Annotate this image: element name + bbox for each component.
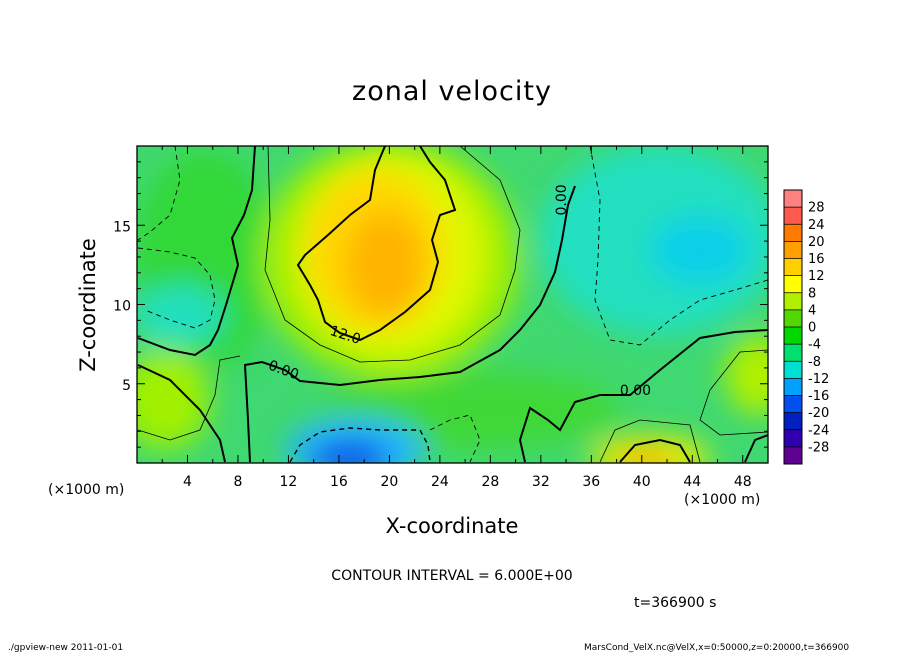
colorbar-label: -20 [808, 406, 829, 421]
y-tick-label: 10 [113, 299, 131, 315]
colorbar-label: 0 [808, 321, 816, 336]
x-tick-label: 36 [582, 474, 600, 490]
field-shading [137, 146, 768, 463]
colorbar-label: 16 [808, 252, 825, 267]
contour-six-se [599, 419, 701, 463]
colorbar-swatch [784, 446, 802, 465]
contour-zero-se2 [744, 434, 768, 463]
colorbar-swatch [784, 190, 802, 208]
x-tick-label: 44 [683, 474, 701, 490]
footer-right: MarsCond_VelX.nc@VelX,x=0:50000,z=0:2000… [584, 643, 850, 653]
colorbar-label: -24 [808, 423, 829, 438]
colorbar-label: 20 [808, 235, 825, 250]
colorbar-swatch [784, 378, 802, 396]
contour-interval-label: CONTOUR INTERVAL = 6.000E+00 [331, 568, 573, 584]
x-tick-label: 40 [633, 474, 651, 490]
x-tick-label: 48 [734, 474, 752, 490]
colorbar-swatch [784, 395, 802, 414]
colorbar-swatch [784, 344, 802, 362]
colorbar-swatch [784, 258, 802, 277]
contour-zero-west [137, 146, 256, 357]
x-tick-label: 28 [481, 474, 499, 490]
colorbar-label: -4 [808, 338, 821, 353]
x-tick-label: 20 [380, 474, 398, 490]
colorbar-swatch [784, 241, 802, 259]
colorbar-label: 4 [808, 303, 816, 318]
colorbar-label: -8 [808, 355, 821, 370]
colorbar-swatch [784, 361, 802, 379]
x-axis-unit-left: (×1000 m) [48, 482, 125, 498]
x-tick-label: 8 [233, 474, 242, 490]
y-tick-label: 5 [122, 378, 131, 394]
x-axis-label: X-coordinate [385, 514, 519, 538]
x-tick-label: 4 [183, 474, 192, 490]
time-label: t=366900 s [634, 595, 717, 611]
contour-zero-se [619, 438, 691, 463]
colorbar-label: 8 [808, 286, 816, 301]
contour-zero-sw [137, 364, 226, 463]
x-tick-label: 24 [431, 474, 449, 490]
contour-six-east [699, 349, 768, 436]
colorbar: 28 24 20 16 12 8 4 0 -4 -8 -12 -16 -20 -24 -28 [783, 189, 829, 465]
contour-twelve [296, 146, 457, 342]
colorbar-label: -16 [808, 389, 829, 404]
contour-six [264, 146, 521, 363]
colorbar-label: -28 [808, 440, 829, 455]
colorbar-label: 24 [808, 218, 825, 233]
chart-title: zonal velocity [352, 76, 552, 107]
colorbar-swatch [784, 429, 802, 448]
contour-label: 0.00 [620, 383, 651, 399]
contour-zero-east [518, 329, 768, 463]
colorbar-swatch [784, 327, 802, 345]
x-axis-unit-right: (×1000 m) [684, 492, 761, 508]
colorbar-swatch [784, 309, 802, 328]
contour-minus-six-west [137, 247, 216, 329]
colorbar-label: 12 [808, 269, 825, 284]
contour-minus-six-west2 [137, 146, 181, 241]
contour-label: 0.00 [554, 184, 570, 215]
contour-zero-mid [243, 185, 576, 463]
contour-six-west [137, 355, 241, 441]
contour-lines [137, 146, 768, 463]
velocity-field [137, 146, 768, 463]
colorbar-swatch [784, 207, 802, 225]
colorbar-label: -12 [808, 372, 829, 387]
x-tick-label: 32 [532, 474, 550, 490]
x-tick-label: 12 [280, 474, 298, 490]
colorbar-swatch [784, 275, 802, 294]
colorbar-swatch [784, 412, 802, 431]
colorbar-swatch [784, 292, 802, 311]
x-tick-label: 16 [330, 474, 348, 490]
y-tick-label: 15 [113, 219, 131, 235]
contour-minus-six-east [589, 146, 768, 346]
colorbar-label: 28 [808, 201, 825, 216]
footer-left: ./gpview-new 2011-01-01 [8, 643, 124, 653]
colorbar-swatch [784, 224, 802, 242]
